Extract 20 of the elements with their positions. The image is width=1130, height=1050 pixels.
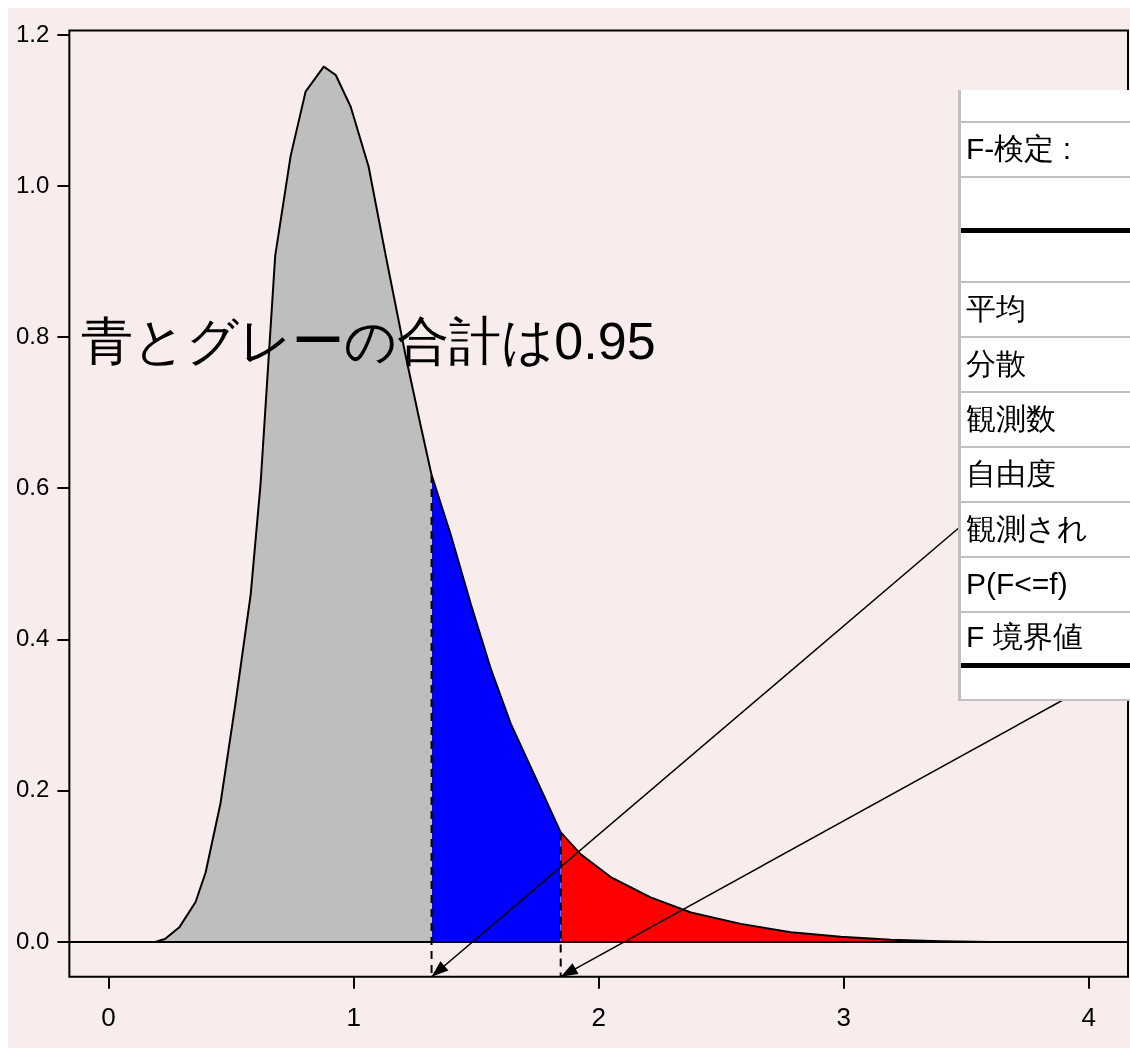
y-tick-label: 0.8 [15,321,50,349]
annotation: 分散 [966,345,1026,382]
y-tick-label: 1.0 [15,170,50,198]
y-tick-label: 0.0 [15,926,50,954]
x-tick-label: 4 [1081,1001,1097,1032]
annotation: 自由度 [966,455,1056,492]
y-tick-label: 1.2 [15,19,50,47]
annotation: 観測され [966,510,1088,547]
y-tick-label: 0.4 [15,624,50,652]
y-tick-label: 0.6 [15,473,50,501]
y-tick-label: 0.2 [15,775,50,803]
annotation: 観測数 [966,400,1056,437]
annotation: P(F<=f) [966,567,1068,601]
annotation: F 境界値 [966,619,1083,655]
annotation: F-検定 : [966,131,1071,167]
x-tick-label: 0 [101,1001,116,1032]
annotation: 平均 [966,290,1026,327]
x-tick-label: 3 [836,1001,851,1032]
x-tick-label: 2 [591,1001,606,1032]
x-tick-label: 1 [346,1001,361,1032]
